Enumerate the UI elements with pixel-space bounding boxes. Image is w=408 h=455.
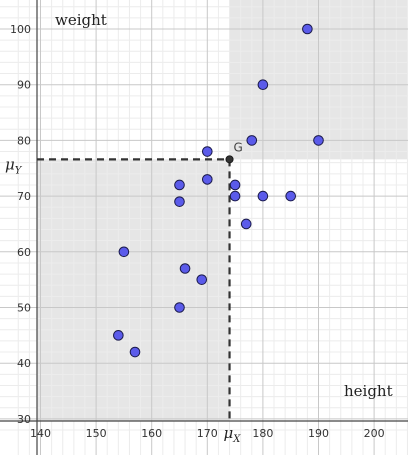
y-tick-label: 80 xyxy=(17,134,31,147)
y-axis-title: weight xyxy=(55,11,107,29)
data-point xyxy=(196,274,208,285)
centroid-label: G xyxy=(234,140,243,154)
y-tick-label: 30 xyxy=(17,413,31,426)
y-tick-label: 40 xyxy=(17,357,31,370)
mean-x-subscript: X xyxy=(232,434,241,445)
mean-x-label: μX xyxy=(224,424,242,445)
x-axis-title: height xyxy=(344,382,393,400)
data-point xyxy=(202,174,213,185)
data-point xyxy=(257,79,269,90)
x-tick-label: 140 xyxy=(30,427,51,440)
data-point xyxy=(202,146,213,157)
tick-labels: 140 150 160 170 180 190 200 30 40 50 60 70 80 90 100 xyxy=(10,23,385,440)
data-point xyxy=(240,218,252,230)
y-tick-label: 100 xyxy=(10,23,31,36)
data-point xyxy=(113,330,124,341)
mean-y-subscript: Y xyxy=(15,165,23,176)
shade-lower-left xyxy=(37,159,230,421)
data-point xyxy=(174,302,185,313)
data-point xyxy=(313,135,324,146)
data-point xyxy=(174,196,185,207)
mean-y-label: μY xyxy=(5,155,23,176)
y-tick-label: 50 xyxy=(17,302,31,315)
y-tick-label: 60 xyxy=(17,246,31,259)
data-point xyxy=(118,246,130,258)
x-tick-label: 180 xyxy=(252,427,273,440)
x-tick-label: 150 xyxy=(86,427,107,440)
data-point xyxy=(229,190,241,202)
centroid-point xyxy=(225,155,234,164)
data-point xyxy=(179,263,191,274)
x-tick-label: 190 xyxy=(308,427,329,440)
data-point xyxy=(302,23,313,35)
y-tick-label: 70 xyxy=(17,190,31,203)
data-point xyxy=(174,179,185,191)
data-point xyxy=(285,190,297,202)
y-tick-label: 90 xyxy=(17,79,31,92)
x-tick-label: 170 xyxy=(197,427,218,440)
data-point xyxy=(246,135,258,146)
data-point xyxy=(229,179,241,191)
data-point xyxy=(257,190,269,202)
x-tick-label: 200 xyxy=(364,427,385,440)
data-points: G xyxy=(113,23,324,358)
x-tick-label: 160 xyxy=(141,427,162,440)
data-point xyxy=(129,346,141,358)
